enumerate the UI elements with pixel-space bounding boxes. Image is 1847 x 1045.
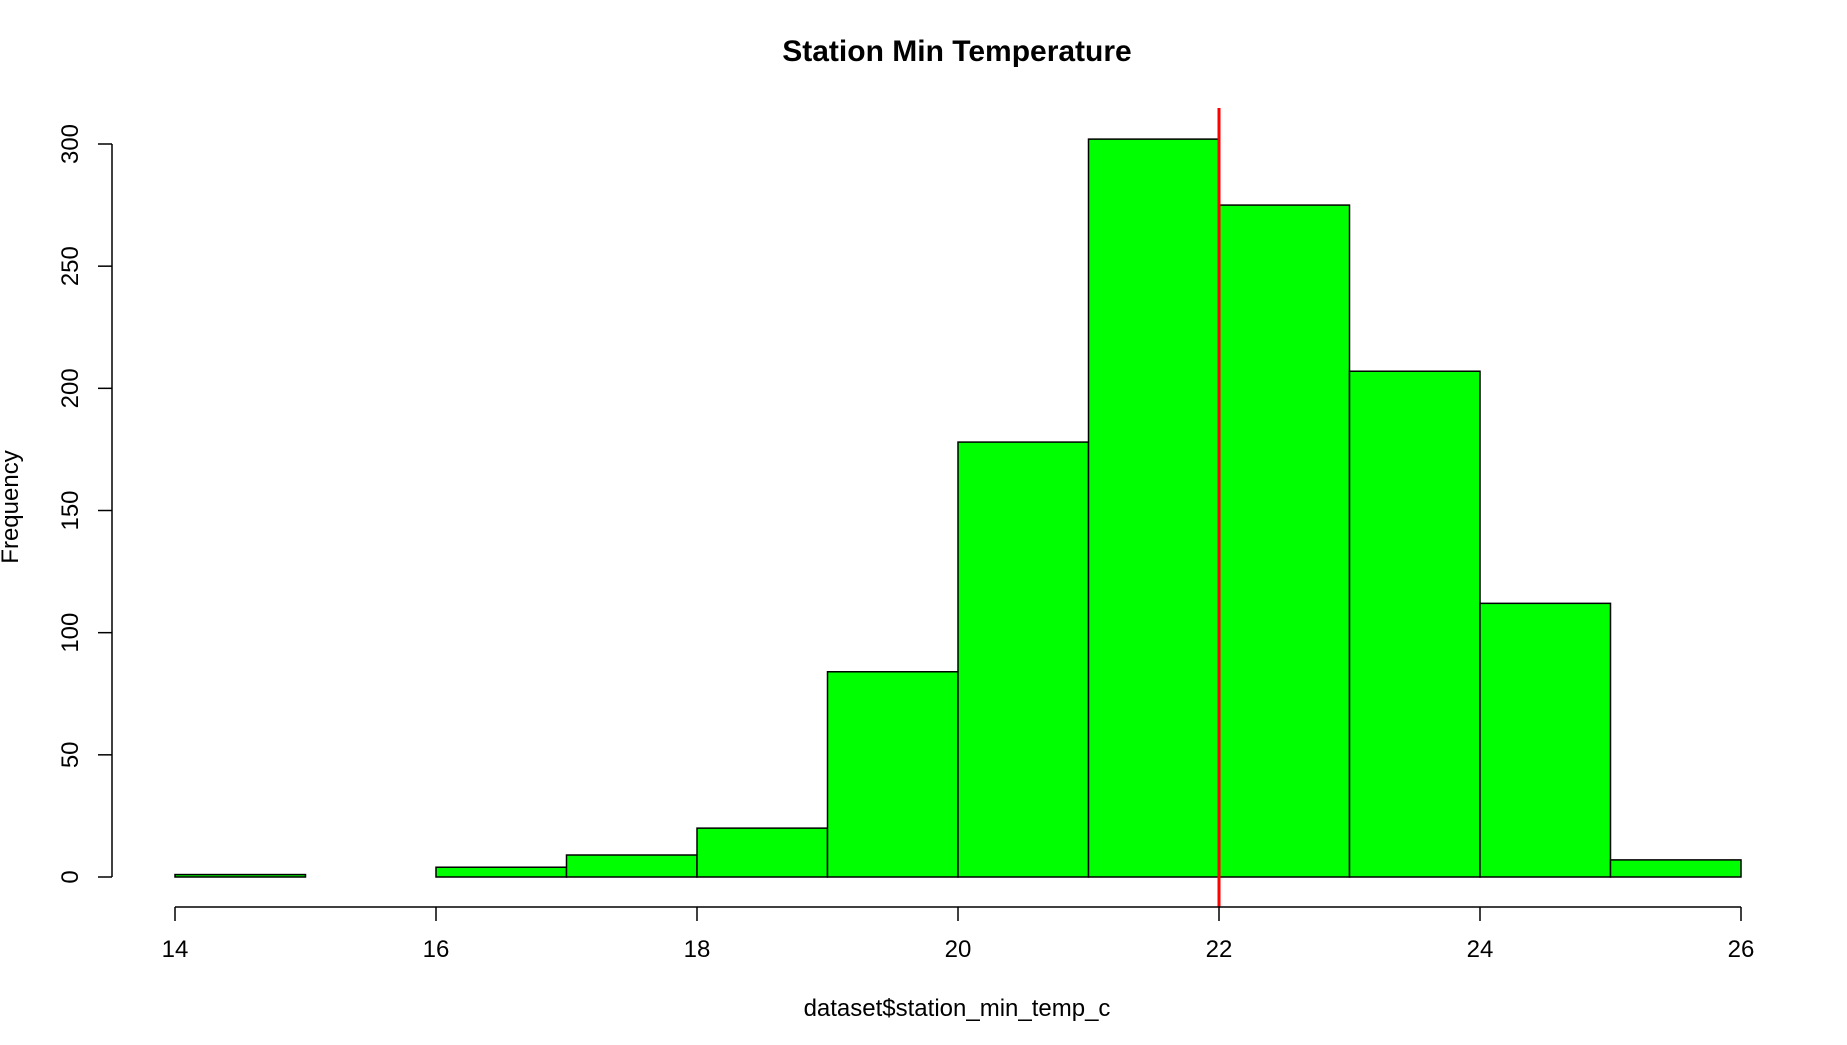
x-tick-label-18: 18 bbox=[684, 936, 711, 963]
y-tick-label-0: 0 bbox=[57, 870, 84, 883]
bars-group bbox=[174, 138, 1742, 878]
x-axis: 14 16 18 20 22 24 26 bbox=[162, 906, 1755, 963]
histogram-bar-11 bbox=[1609, 859, 1742, 878]
y-tick-label-50: 50 bbox=[57, 741, 84, 768]
y-tick-label-200: 200 bbox=[57, 368, 84, 408]
y-axis: 0 50 100 150 200 250 300 bbox=[57, 124, 113, 884]
histogram-bar-4 bbox=[696, 827, 829, 878]
histogram-bar-9 bbox=[1348, 370, 1481, 878]
x-tick-label-22: 22 bbox=[1206, 936, 1233, 963]
y-tick-label-150: 150 bbox=[57, 490, 84, 530]
histogram-bar-5 bbox=[826, 671, 959, 878]
chart-title: Station Min Temperature bbox=[782, 35, 1131, 68]
x-tick-label-16: 16 bbox=[423, 936, 450, 963]
x-tick-label-14: 14 bbox=[162, 936, 189, 963]
x-axis-label: dataset$station_min_temp_c bbox=[804, 995, 1111, 1022]
histogram-bar-8 bbox=[1218, 204, 1351, 878]
histogram-bar-0 bbox=[174, 873, 307, 878]
histogram-bar-3 bbox=[565, 854, 698, 878]
y-axis-label: Frequency bbox=[0, 450, 24, 563]
y-tick-label-100: 100 bbox=[57, 613, 84, 653]
histogram-bar-6 bbox=[957, 441, 1090, 878]
y-tick-label-250: 250 bbox=[57, 246, 84, 286]
y-tick-label-300: 300 bbox=[57, 124, 84, 164]
histogram-bar-10 bbox=[1479, 602, 1612, 878]
histogram-bar-2 bbox=[435, 866, 568, 878]
histogram-bar-7 bbox=[1087, 138, 1220, 878]
x-tick-label-24: 24 bbox=[1467, 936, 1494, 963]
x-tick-label-26: 26 bbox=[1728, 936, 1755, 963]
x-tick-label-20: 20 bbox=[945, 936, 972, 963]
